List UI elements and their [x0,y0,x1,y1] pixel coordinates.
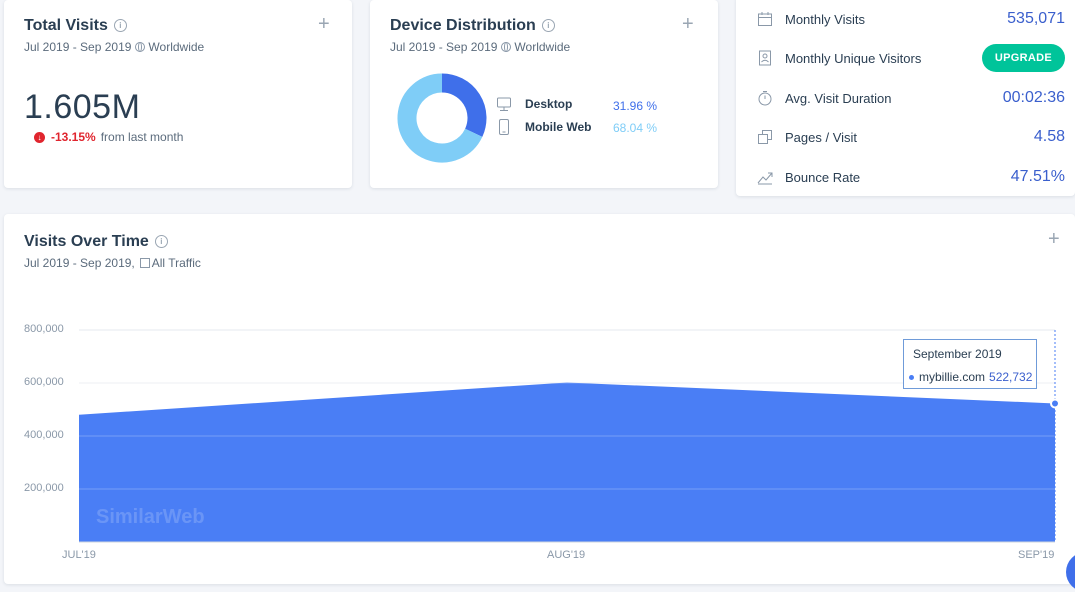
device-distribution-card: Device Distribution i Jul 2019 - Sep 2019… [370,0,718,188]
region: Worldwide [514,40,570,54]
change-percent: -13.15% [51,130,96,144]
date-range: Jul 2019 - Sep 2019 [24,40,131,54]
metric-label: Bounce Rate [785,170,1011,185]
date-range: Jul 2019 - Sep 2019 [390,40,497,54]
calendar-icon [756,10,774,28]
device-distribution-title: Device Distribution [390,17,536,35]
engagement-card: Monthly Visits 535,071 Monthly Unique Vi… [736,0,1075,196]
metric-value: 535,071 [1007,10,1065,28]
metric-value: 47.51% [1011,168,1065,186]
visits-change: ↓ -13.15% from last month [34,130,183,144]
legend-mobile-label: Mobile Web [525,120,591,134]
metric-value: 00:02:36 [1003,89,1065,107]
y-tick-label: 600,000 [24,376,64,388]
info-icon[interactable]: i [155,235,168,248]
mobile-percent: 68.04 % [613,121,657,135]
total-visits-value: 1.605M [24,88,140,127]
traffic-type: All Traffic [152,256,201,270]
date-range: Jul 2019 - Sep 2019, [24,256,135,270]
tooltip-title: September 2019 [913,347,1002,361]
region: Worldwide [148,40,204,54]
series-dot-icon [909,375,914,380]
legend-desktop-label: Desktop [525,97,572,111]
x-tick-label: SEP'19 [1018,549,1054,561]
add-icon[interactable]: + [318,14,330,34]
device-donut-chart [397,73,487,163]
visits-over-time-title: Visits Over Time [24,233,149,251]
tooltip-value: 522,732 [989,370,1032,384]
x-tick-label: AUG'19 [547,549,585,561]
legend-desktop: Desktop [497,96,572,112]
globe-icon [501,42,511,52]
metric-avg-duration: Avg. Visit Duration 00:02:36 [756,86,1065,110]
info-icon[interactable]: i [542,19,555,32]
chart-tooltip: September 2019 mybillie.com 522,732 [903,339,1037,389]
pages-icon [756,128,774,146]
watermark-logo: SimilarWeb [96,506,205,529]
traffic-icon [140,258,150,268]
globe-icon [135,42,145,52]
metric-unique-visitors: Monthly Unique Visitors UPGRADE [756,46,1065,70]
change-text: from last month [101,130,184,144]
metric-label: Monthly Unique Visitors [785,51,982,66]
metric-monthly-visits: Monthly Visits 535,071 [756,7,1065,31]
upgrade-button[interactable]: UPGRADE [982,44,1065,72]
mobile-icon [497,119,511,135]
add-icon[interactable]: + [1048,229,1060,249]
donut-slice-0[interactable] [442,83,477,133]
y-tick-label: 200,000 [24,482,64,494]
desktop-icon [497,96,511,112]
tooltip-row: mybillie.com 522,732 [909,370,1032,384]
person-badge-icon [756,49,774,67]
info-icon[interactable]: i [114,19,127,32]
total-visits-title: Total Visits [24,17,108,35]
visits-over-time-subtitle: Jul 2019 - Sep 2019, All Traffic [24,256,201,270]
metric-label: Monthly Visits [785,12,1007,27]
metric-value: 4.58 [1034,128,1065,146]
y-tick-label: 400,000 [24,429,64,441]
device-distribution-subtitle: Jul 2019 - Sep 2019 Worldwide [390,40,570,54]
metric-bounce-rate: Bounce Rate 47.51% [756,165,1065,189]
trend-icon [756,168,774,186]
metric-label: Avg. Visit Duration [785,91,1003,106]
tooltip-site: mybillie.com [919,370,985,384]
total-visits-subtitle: Jul 2019 - Sep 2019 Worldwide [24,40,204,54]
desktop-percent: 31.96 % [613,99,657,113]
legend-mobile: Mobile Web [497,119,591,135]
add-icon[interactable]: + [682,14,694,34]
total-visits-card: Total Visits i Jul 2019 - Sep 2019 Worldw… [4,0,352,188]
stopwatch-icon [756,89,774,107]
y-tick-label: 800,000 [24,323,64,335]
x-tick-label: JUL'19 [62,549,96,561]
metric-pages-visit: Pages / Visit 4.58 [756,125,1065,149]
metric-label: Pages / Visit [785,130,1034,145]
arrow-down-icon: ↓ [34,132,45,143]
